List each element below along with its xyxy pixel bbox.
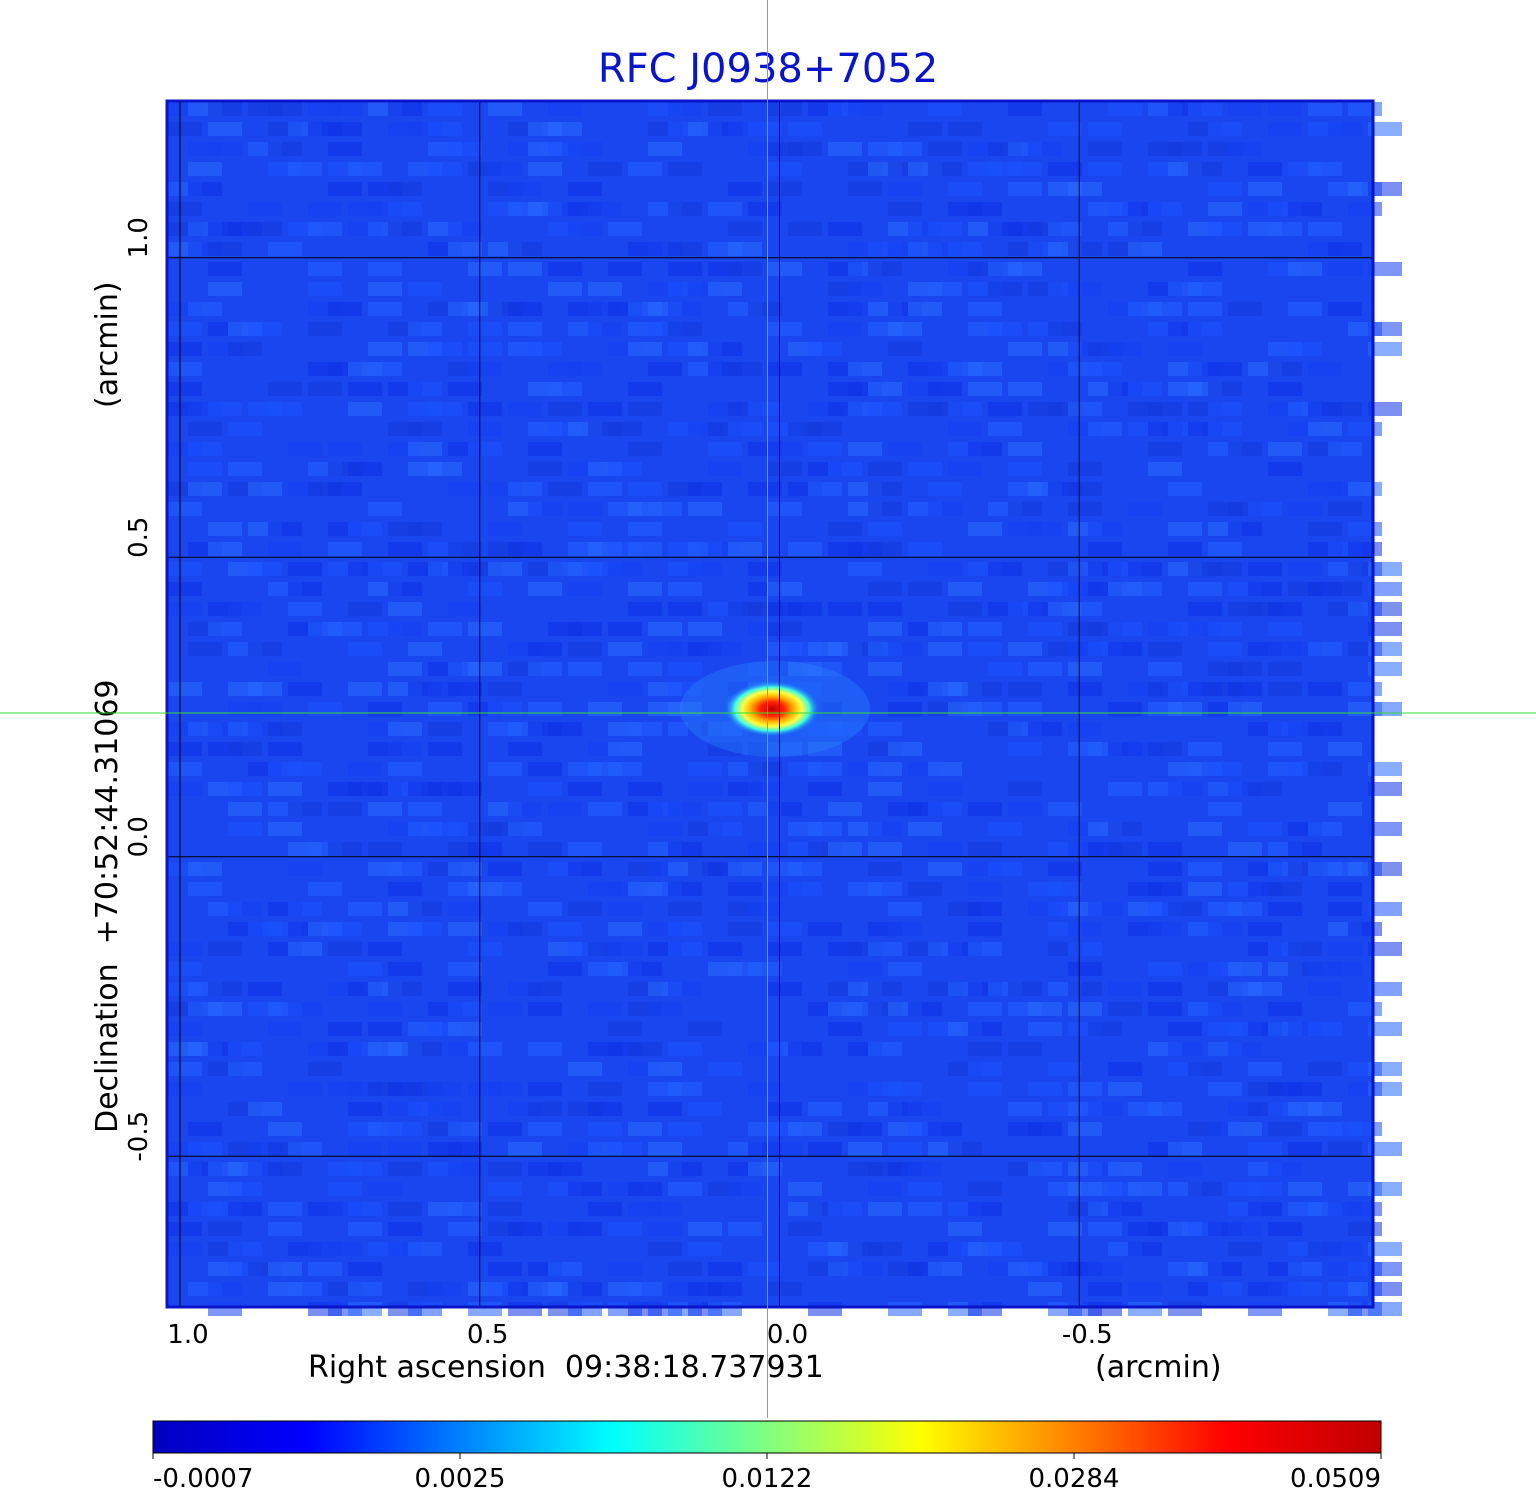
y-axis-label: Declination +70:52:44.31069 (90, 679, 125, 1133)
source-blob (724, 681, 820, 737)
plot-area (165, 99, 1402, 1316)
x-tick-label-3: -0.5 (1062, 1320, 1113, 1350)
y-tick-label-3: -0.5 (124, 1111, 154, 1162)
plot-frame (165, 99, 1375, 1309)
colorbar-tick-label-0: -0.0007 (153, 1464, 253, 1494)
colorbar-tick-label-3: 0.0284 (1029, 1464, 1120, 1494)
colorbar-gradient (152, 1420, 1382, 1454)
grid-lines (168, 102, 1373, 1306)
colorbar-tick-labels: -0.0007 0.0025 0.0122 0.0284 0.0509 (152, 1453, 1382, 1494)
colorbar-tick-label-2: 0.0122 (722, 1464, 813, 1494)
x-tick-label-1: 0.5 (467, 1320, 508, 1350)
x-axis-unit: (arcmin) (1095, 1350, 1222, 1385)
colorbar-tick-label-4: 0.0509 (1290, 1464, 1381, 1494)
colorbar: -0.0007 0.0025 0.0122 0.0284 0.0509 (152, 1420, 1382, 1494)
x-tick-labels: 1.0 0.5 0.0 -0.5 (167, 1320, 1112, 1350)
x-tick-label-0: 1.0 (167, 1320, 208, 1350)
colorbar-tick-label-1: 0.0025 (415, 1464, 506, 1494)
y-tick-label-0: 1.0 (124, 217, 154, 258)
y-tick-label-2: 0.0 (124, 816, 154, 857)
x-tick-label-2: 0.0 (767, 1320, 808, 1350)
noise-texture (168, 102, 1402, 1316)
crosshair (0, 0, 1536, 1418)
y-tick-label-1: 0.5 (124, 517, 154, 558)
y-axis-unit: (arcmin) (90, 281, 125, 408)
x-axis-label: Right ascension 09:38:18.737931 (308, 1350, 824, 1385)
y-tick-labels: 1.0 0.5 0.0 -0.5 (124, 217, 154, 1162)
